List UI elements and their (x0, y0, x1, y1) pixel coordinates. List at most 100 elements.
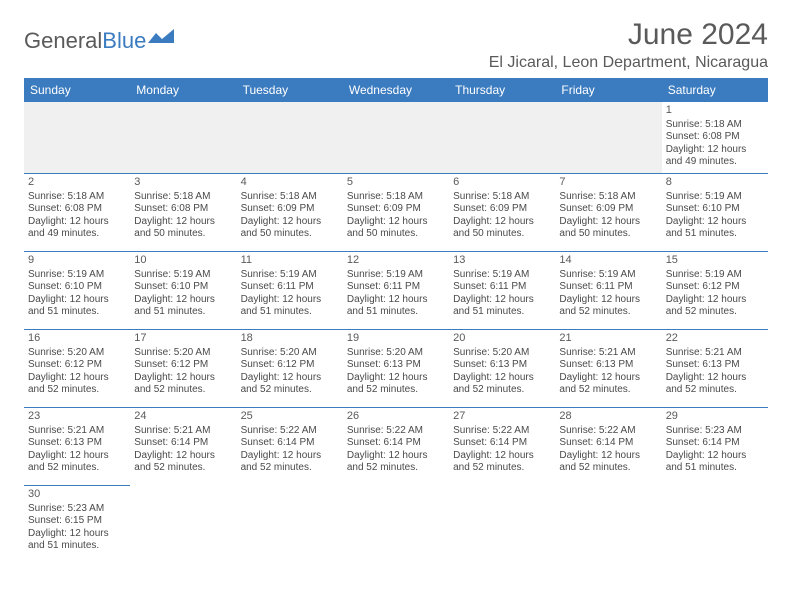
day-header: Sunday (24, 78, 130, 102)
daylight-line: Daylight: 12 hours and 51 minutes. (666, 450, 764, 475)
sunset-line: Sunset: 6:14 PM (453, 437, 551, 450)
day-number: 18 (241, 332, 339, 346)
day-cell: 30Sunrise: 5:23 AMSunset: 6:15 PMDayligh… (24, 485, 130, 563)
calendar-row: 30Sunrise: 5:23 AMSunset: 6:15 PMDayligh… (24, 485, 768, 563)
day-number: 3 (134, 176, 232, 190)
day-cell: 22Sunrise: 5:21 AMSunset: 6:13 PMDayligh… (662, 329, 768, 407)
sunrise-line: Sunrise: 5:21 AM (559, 347, 657, 360)
day-number: 8 (666, 176, 764, 190)
sunrise-line: Sunrise: 5:20 AM (134, 347, 232, 360)
day-header: Tuesday (237, 78, 343, 102)
sunset-line: Sunset: 6:14 PM (666, 437, 764, 450)
daylight-line: Daylight: 12 hours and 50 minutes. (453, 216, 551, 241)
sunset-line: Sunset: 6:12 PM (28, 359, 126, 372)
day-header: Thursday (449, 78, 555, 102)
empty-cell (662, 485, 768, 563)
daylight-line: Daylight: 12 hours and 52 minutes. (559, 372, 657, 397)
calendar-body: 1 Sunrise: 5:18 AM Sunset: 6:08 PM Daylight… (24, 102, 768, 563)
daylight-line: Daylight: 12 hours and 52 minutes. (559, 294, 657, 319)
sunrise-line: Sunrise: 5:22 AM (453, 425, 551, 438)
sunrise-line: Sunrise: 5:20 AM (241, 347, 339, 360)
calendar-table: SundayMondayTuesdayWednesdayThursdayFrid… (24, 78, 768, 563)
sunset-line: Sunset: 6:11 PM (453, 281, 551, 294)
calendar-row: 23Sunrise: 5:21 AMSunset: 6:13 PMDayligh… (24, 407, 768, 485)
daylight-line: Daylight: 12 hours and 49 minutes. (666, 144, 764, 169)
day-number: 19 (347, 332, 445, 346)
empty-cell (24, 102, 130, 173)
sunset-line: Sunset: 6:11 PM (559, 281, 657, 294)
day-cell: 19Sunrise: 5:20 AMSunset: 6:13 PMDayligh… (343, 329, 449, 407)
daylight-line: Daylight: 12 hours and 52 minutes. (134, 450, 232, 475)
sunset-line: Sunset: 6:14 PM (347, 437, 445, 450)
day-cell: 6Sunrise: 5:18 AMSunset: 6:09 PMDaylight… (449, 173, 555, 251)
sunset-line: Sunset: 6:12 PM (134, 359, 232, 372)
sunset-line: Sunset: 6:14 PM (241, 437, 339, 450)
empty-cell (237, 485, 343, 563)
day-cell: 29Sunrise: 5:23 AMSunset: 6:14 PMDayligh… (662, 407, 768, 485)
day-header: Saturday (662, 78, 768, 102)
empty-cell (130, 102, 236, 173)
sunset-line: Sunset: 6:10 PM (666, 203, 764, 216)
day-number: 15 (666, 254, 764, 268)
sunrise-line: Sunrise: 5:20 AM (347, 347, 445, 360)
sunset-line: Sunset: 6:13 PM (559, 359, 657, 372)
day-number: 12 (347, 254, 445, 268)
day-number: 10 (134, 254, 232, 268)
day-number: 6 (453, 176, 551, 190)
sunset-line: Sunset: 6:13 PM (453, 359, 551, 372)
daylight-line: Daylight: 12 hours and 52 minutes. (241, 372, 339, 397)
calendar-row: 1Sunrise: 5:18 AMSunset: 6:08 PMDaylight… (24, 102, 768, 173)
sunrise-line: Sunrise: 5:18 AM (453, 191, 551, 204)
logo: GeneralBlue (24, 18, 174, 54)
day-cell: 12Sunrise: 5:19 AMSunset: 6:11 PMDayligh… (343, 251, 449, 329)
sunrise-line: Sunrise: 5:18 AM (134, 191, 232, 204)
sunset-line: Sunset: 6:08 PM (28, 203, 126, 216)
day-cell: 21Sunrise: 5:21 AMSunset: 6:13 PMDayligh… (555, 329, 661, 407)
sunset-line: Sunset: 6:13 PM (28, 437, 126, 450)
sunset-line: Sunset: 6:10 PM (28, 281, 126, 294)
day-cell: 15Sunrise: 5:19 AMSunset: 6:12 PMDayligh… (662, 251, 768, 329)
empty-cell (343, 485, 449, 563)
sunset-line: Sunset: 6:09 PM (559, 203, 657, 216)
day-number: 26 (347, 410, 445, 424)
daylight-line: Daylight: 12 hours and 52 minutes. (666, 294, 764, 319)
sunrise-line: Sunrise: 5:18 AM (241, 191, 339, 204)
day-number: 30 (28, 488, 126, 502)
empty-cell (343, 102, 449, 173)
logo-word-a: General (24, 28, 102, 53)
day-number: 27 (453, 410, 551, 424)
daylight-line: Daylight: 12 hours and 50 minutes. (559, 216, 657, 241)
day-cell: 27Sunrise: 5:22 AMSunset: 6:14 PMDayligh… (449, 407, 555, 485)
day-number: 20 (453, 332, 551, 346)
day-cell: 3Sunrise: 5:18 AMSunset: 6:08 PMDaylight… (130, 173, 236, 251)
sunset-line: Sunset: 6:11 PM (347, 281, 445, 294)
empty-cell (555, 485, 661, 563)
daylight-line: Daylight: 12 hours and 52 minutes. (347, 450, 445, 475)
sunrise-line: Sunrise: 5:18 AM (559, 191, 657, 204)
day-header: Friday (555, 78, 661, 102)
sunrise-line: Sunrise: 5:21 AM (666, 347, 764, 360)
daylight-line: Daylight: 12 hours and 50 minutes. (347, 216, 445, 241)
daylight-line: Daylight: 12 hours and 51 minutes. (666, 216, 764, 241)
daylight-line: Daylight: 12 hours and 50 minutes. (241, 216, 339, 241)
daylight-line: Daylight: 12 hours and 51 minutes. (134, 294, 232, 319)
day-cell: 8Sunrise: 5:19 AMSunset: 6:10 PMDaylight… (662, 173, 768, 251)
sunrise-line: Sunrise: 5:23 AM (666, 425, 764, 438)
empty-cell (130, 485, 236, 563)
location-subtitle: El Jicaral, Leon Department, Nicaragua (489, 54, 768, 72)
sunset-line: Sunset: 6:15 PM (28, 515, 126, 528)
sunset-line: Sunset: 6:12 PM (666, 281, 764, 294)
sunrise-line: Sunrise: 5:18 AM (347, 191, 445, 204)
day-number: 1 (666, 104, 764, 118)
sunrise-line: Sunrise: 5:19 AM (28, 269, 126, 282)
sunset-line: Sunset: 6:09 PM (453, 203, 551, 216)
day-number: 25 (241, 410, 339, 424)
title-block: June 2024 El Jicaral, Leon Department, N… (489, 18, 768, 72)
calendar-head: SundayMondayTuesdayWednesdayThursdayFrid… (24, 78, 768, 102)
sunset-line: Sunset: 6:09 PM (347, 203, 445, 216)
page-title: June 2024 (489, 18, 768, 52)
sunrise-line: Sunrise: 5:20 AM (28, 347, 126, 360)
day-number: 16 (28, 332, 126, 346)
sunrise-line: Sunrise: 5:19 AM (666, 191, 764, 204)
logo-word-b: Blue (102, 28, 146, 53)
